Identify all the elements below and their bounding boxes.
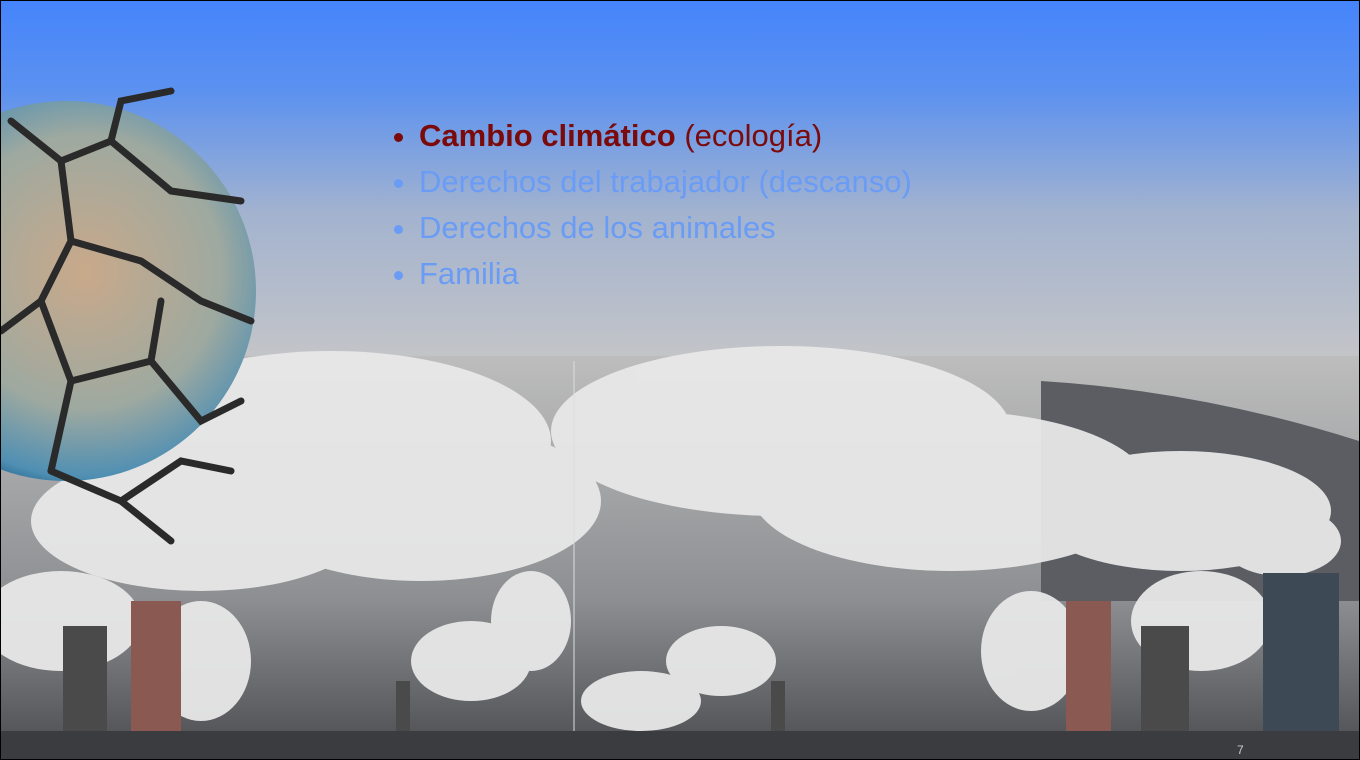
bullet-item: Derechos de los animales	[419, 205, 912, 251]
bullet-item: Cambio climático (ecología)	[419, 113, 912, 159]
page-number: 7	[1237, 743, 1244, 757]
bullet-item: Derechos del trabajador (descanso)	[419, 159, 912, 205]
bullet-text: Derechos del trabajador (descanso)	[419, 164, 912, 199]
bullet-text: Derechos de los animales	[419, 210, 776, 245]
bullet-text: Familia	[419, 256, 519, 291]
bullet-item: Familia	[419, 251, 912, 297]
bullet-list: Cambio climático (ecología) Derechos del…	[389, 113, 912, 297]
bullet-text: (ecología)	[684, 118, 822, 153]
slide: Cambio climático (ecología) Derechos del…	[0, 0, 1360, 760]
bullet-bold-text: Cambio climático	[419, 118, 676, 153]
